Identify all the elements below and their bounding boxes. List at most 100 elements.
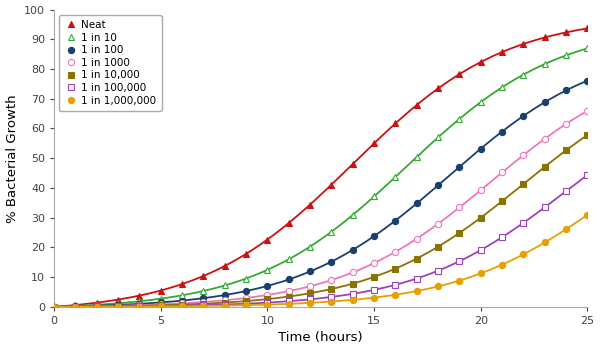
1 in 10,000	[50, 305, 58, 309]
1 in 100	[541, 100, 548, 104]
Neat	[456, 72, 463, 76]
1 in 1,000,000	[115, 304, 122, 309]
1 in 1000	[328, 278, 335, 282]
1 in 100	[136, 302, 143, 306]
1 in 10	[157, 296, 164, 301]
1 in 1000	[434, 222, 442, 226]
Line: 1 in 1,000,000: 1 in 1,000,000	[51, 212, 590, 310]
1 in 1,000,000	[584, 213, 591, 217]
1 in 10,000	[370, 275, 377, 279]
Neat	[115, 298, 122, 302]
Neat	[50, 305, 58, 309]
Neat	[434, 86, 442, 91]
Neat	[370, 141, 377, 145]
1 in 1000	[157, 302, 164, 307]
1 in 10,000	[285, 294, 292, 299]
1 in 10	[93, 303, 100, 307]
1 in 10,000	[136, 304, 143, 308]
Neat	[72, 303, 79, 307]
1 in 1000	[392, 250, 399, 254]
1 in 10,000	[157, 303, 164, 307]
Neat	[264, 237, 271, 241]
1 in 10	[434, 135, 442, 140]
1 in 100	[50, 305, 58, 309]
1 in 10,000	[499, 199, 506, 203]
1 in 10,000	[584, 133, 591, 137]
1 in 100,000	[72, 304, 79, 309]
1 in 100,000	[200, 303, 207, 307]
1 in 1,000,000	[434, 284, 442, 288]
Neat	[413, 103, 421, 107]
1 in 100,000	[392, 283, 399, 287]
1 in 10,000	[93, 304, 100, 309]
1 in 100	[242, 289, 250, 293]
1 in 10,000	[456, 231, 463, 235]
1 in 100,000	[264, 301, 271, 305]
1 in 100,000	[136, 304, 143, 308]
1 in 100,000	[456, 259, 463, 263]
1 in 1,000,000	[520, 252, 527, 257]
Neat	[499, 50, 506, 54]
1 in 100,000	[499, 235, 506, 239]
1 in 10	[200, 289, 207, 293]
1 in 100	[520, 114, 527, 118]
1 in 1000	[115, 304, 122, 308]
1 in 1000	[541, 137, 548, 141]
1 in 1,000,000	[456, 279, 463, 283]
1 in 10,000	[307, 291, 314, 295]
1 in 10,000	[115, 304, 122, 308]
1 in 100,000	[541, 205, 548, 209]
1 in 10,000	[477, 216, 484, 220]
1 in 100,000	[584, 173, 591, 177]
1 in 10,000	[264, 297, 271, 301]
1 in 10	[264, 268, 271, 272]
1 in 1000	[221, 298, 229, 302]
1 in 10	[285, 257, 292, 261]
Neat	[179, 282, 186, 286]
1 in 10,000	[221, 301, 229, 305]
1 in 10	[520, 72, 527, 77]
Neat	[221, 264, 229, 268]
1 in 10	[456, 117, 463, 121]
1 in 1,000,000	[72, 305, 79, 309]
1 in 10	[72, 304, 79, 308]
1 in 10	[392, 175, 399, 179]
Neat	[349, 162, 356, 166]
Line: 1 in 1000: 1 in 1000	[51, 108, 590, 310]
Neat	[200, 274, 207, 278]
1 in 1,000,000	[562, 227, 569, 231]
Neat	[136, 294, 143, 298]
Line: 1 in 10: 1 in 10	[51, 45, 590, 310]
1 in 10	[477, 100, 484, 104]
1 in 100,000	[179, 303, 186, 308]
1 in 10,000	[434, 245, 442, 249]
1 in 10	[179, 293, 186, 298]
1 in 1,000,000	[370, 295, 377, 300]
1 in 1,000,000	[200, 304, 207, 308]
1 in 10,000	[392, 266, 399, 271]
1 in 1,000,000	[93, 304, 100, 309]
1 in 10	[584, 46, 591, 50]
1 in 100	[157, 300, 164, 304]
1 in 1000	[562, 122, 569, 126]
1 in 1000	[477, 188, 484, 192]
1 in 1000	[413, 237, 421, 241]
1 in 1,000,000	[392, 293, 399, 297]
1 in 1000	[200, 300, 207, 304]
1 in 10	[242, 276, 250, 281]
1 in 100	[456, 165, 463, 169]
1 in 10	[562, 53, 569, 57]
1 in 1,000,000	[221, 303, 229, 308]
Line: Neat: Neat	[51, 25, 590, 310]
1 in 1,000,000	[349, 298, 356, 302]
1 in 1,000,000	[285, 302, 292, 306]
1 in 100	[584, 78, 591, 83]
1 in 100	[392, 218, 399, 223]
1 in 100,000	[520, 221, 527, 225]
1 in 1,000,000	[328, 300, 335, 304]
1 in 100	[499, 130, 506, 134]
X-axis label: Time (hours): Time (hours)	[278, 331, 363, 344]
1 in 1,000,000	[179, 304, 186, 308]
1 in 100	[307, 270, 314, 274]
1 in 100,000	[370, 288, 377, 292]
